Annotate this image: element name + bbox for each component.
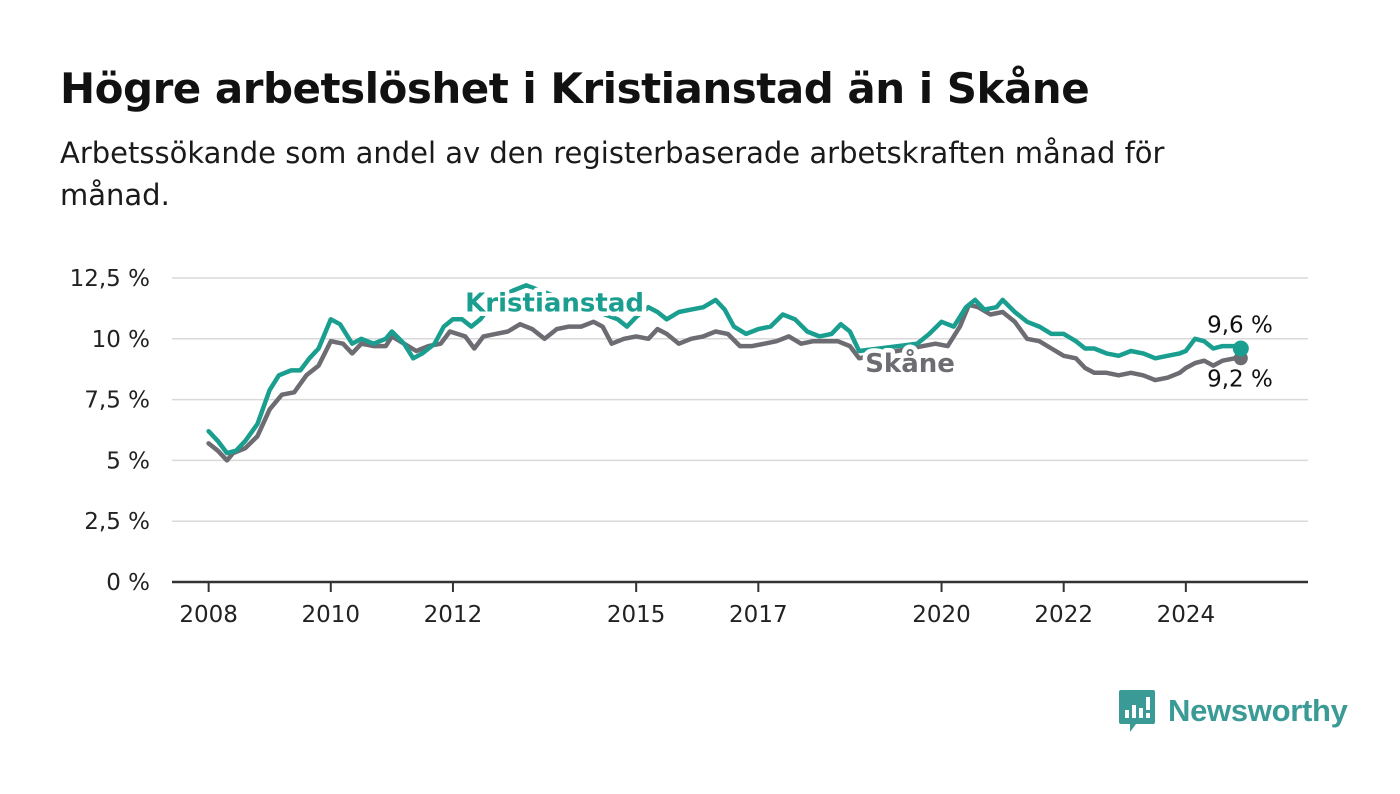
series-lines — [206, 283, 1249, 463]
end-value-label: 9,6 % — [1207, 313, 1273, 339]
y-tick-label: 12,5 % — [70, 266, 150, 292]
x-tick-label: 2020 — [912, 602, 971, 628]
brand-name: Newsworthy — [1168, 693, 1348, 728]
grid-lines — [172, 277, 1308, 584]
x-tick-label: 2017 — [729, 602, 788, 628]
x-tick-label: 2024 — [1157, 602, 1216, 628]
y-tick-label: 2,5 % — [84, 509, 150, 535]
series-label: Kristianstad — [465, 288, 644, 318]
series-end-point — [1232, 340, 1249, 357]
newsworthy-logo-icon — [1119, 690, 1155, 732]
x-tick-label: 2015 — [607, 602, 666, 628]
x-tick-label: 2022 — [1034, 602, 1093, 628]
y-axis-ticks: 0 % 2,5 % 5 % 7,5 % 10 % 12,5 % — [70, 266, 150, 596]
x-tick-label: 2010 — [302, 602, 361, 628]
series-label-halo: Skåne — [865, 347, 955, 379]
y-tick-label: 5 % — [106, 448, 150, 474]
series-label-halo: Kristianstad — [465, 288, 644, 318]
series-label: Skåne — [865, 347, 955, 379]
x-axis-ticks: 2008 2010 2012 2015 2017 2020 2022 2024 — [179, 582, 1215, 628]
brand-logo: Newsworthy — [1118, 688, 1348, 734]
chart-subtitle: Arbetssökande som andel av den registerb… — [60, 136, 1165, 212]
series-line-kristianstad — [206, 283, 1244, 456]
end-value-label: 9,2 % — [1207, 366, 1273, 392]
x-tick-label: 2012 — [424, 602, 483, 628]
chart-title: Högre arbetslöshet i Kristianstad än i S… — [60, 64, 1090, 113]
x-tick-label: 2008 — [179, 602, 238, 628]
y-tick-label: 7,5 % — [84, 388, 150, 414]
y-tick-label: 10 % — [92, 327, 150, 353]
y-tick-label: 0 % — [106, 570, 150, 596]
series-line-skne — [206, 302, 1244, 463]
